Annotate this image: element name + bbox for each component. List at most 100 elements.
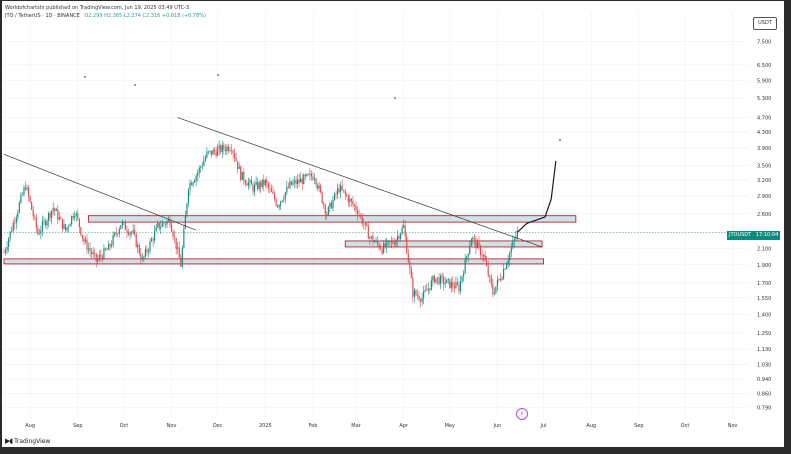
candle-body — [177, 247, 179, 249]
candle-body — [313, 178, 316, 180]
candle-body — [321, 191, 323, 203]
candle-body — [412, 278, 414, 297]
candle-body — [204, 157, 206, 161]
candle-body — [215, 151, 217, 156]
candle-body — [341, 185, 343, 190]
drawing-marker-dot — [84, 76, 86, 78]
candle-body — [475, 239, 477, 249]
candle-body — [509, 252, 511, 260]
candle-body — [340, 185, 342, 192]
lightning-icon[interactable]: ⚡ — [516, 408, 528, 420]
ticker-line: JTO / TetherUS · 1D · BINANCE O2.299 H2.… — [5, 12, 209, 20]
candle-body — [89, 248, 91, 252]
candle-body — [297, 179, 299, 185]
candle-body — [295, 180, 297, 185]
candle-body — [347, 196, 349, 203]
candle-body — [346, 194, 348, 197]
x-tick-label: Jun — [493, 423, 502, 429]
candle-body — [174, 236, 176, 238]
footer-brand[interactable]: TradingView — [14, 437, 51, 445]
candle-body — [74, 215, 76, 218]
candle-body — [283, 198, 285, 201]
tradingview-logo-icon[interactable]: ▶◖ — [5, 437, 13, 445]
candle-body — [69, 224, 71, 227]
candle-body — [380, 248, 382, 250]
candle-body — [257, 182, 259, 190]
candle-body — [432, 276, 434, 281]
candle-body — [467, 253, 469, 257]
candle-body — [120, 225, 122, 230]
candle-body — [235, 158, 237, 162]
candle-body — [243, 171, 245, 181]
candle-body — [512, 241, 514, 248]
candle-body — [34, 216, 36, 218]
candle-body — [484, 255, 486, 261]
candle-body — [126, 230, 128, 233]
currency-unit-button[interactable]: USDT — [753, 17, 777, 30]
candle-body — [413, 290, 416, 297]
y-tick-label: 1.900 — [757, 263, 771, 269]
y-tick-label: 5.900 — [757, 79, 771, 85]
candle-body — [238, 166, 240, 169]
candle-body — [284, 192, 286, 199]
candle-body — [71, 215, 73, 225]
candle-body — [255, 182, 257, 185]
candle-body — [301, 178, 303, 185]
y-tick-label: 5.300 — [757, 96, 771, 102]
candle-body — [332, 200, 334, 209]
candle-body — [407, 253, 409, 263]
candle-body — [129, 232, 131, 235]
candle-body — [392, 241, 394, 244]
candle-body — [304, 174, 306, 177]
candle-body — [320, 185, 322, 192]
candle-body — [249, 180, 251, 183]
candle-body — [158, 223, 160, 229]
candle-body — [493, 293, 495, 294]
candle-body — [197, 172, 199, 176]
candle-body — [63, 224, 65, 229]
candle-body — [450, 282, 452, 288]
candle-body — [24, 187, 27, 190]
candle-body — [135, 233, 137, 247]
candle-body — [61, 218, 63, 229]
candle-body — [309, 173, 311, 175]
candle-body — [423, 291, 425, 299]
candle-body — [338, 188, 340, 192]
y-tick-label: 4.300 — [757, 130, 771, 136]
candle-body — [333, 193, 336, 201]
y-tick-label: 0.790 — [757, 405, 771, 411]
candle-body — [14, 222, 16, 224]
candle-body — [307, 174, 309, 175]
candle-body — [310, 173, 313, 177]
candle-body — [15, 217, 17, 224]
x-tick-label: Oct — [681, 423, 690, 429]
candle-body — [507, 259, 509, 265]
candle-body — [486, 260, 488, 266]
candle-body — [146, 249, 148, 253]
candle-body — [513, 238, 515, 242]
candle-body — [201, 165, 203, 167]
candle-body — [200, 166, 202, 168]
candle-body — [487, 265, 489, 276]
candle-body — [353, 204, 356, 207]
candle-body — [178, 247, 180, 258]
candle-body — [194, 180, 196, 183]
ticker-symbol[interactable]: JTO / TetherUS · 1D · BINANCE — [5, 13, 80, 19]
y-tick-label: 1.250 — [757, 331, 771, 337]
candle-body — [499, 279, 502, 280]
upper-resistance-zone — [88, 215, 577, 223]
candle-body — [48, 213, 50, 221]
candle-body — [95, 253, 97, 262]
candle-body — [75, 213, 77, 216]
drawing-marker-dot — [394, 97, 396, 99]
candle-body — [409, 262, 411, 269]
candle-body — [318, 185, 320, 189]
candle-body — [433, 276, 435, 283]
candle-body — [218, 145, 220, 149]
candle-body — [51, 210, 53, 218]
y-tick-label: 6.500 — [757, 63, 771, 69]
price-label-symbol: JTOUSDT — [729, 232, 752, 238]
candle-body — [516, 230, 518, 237]
candle-body — [6, 246, 8, 251]
